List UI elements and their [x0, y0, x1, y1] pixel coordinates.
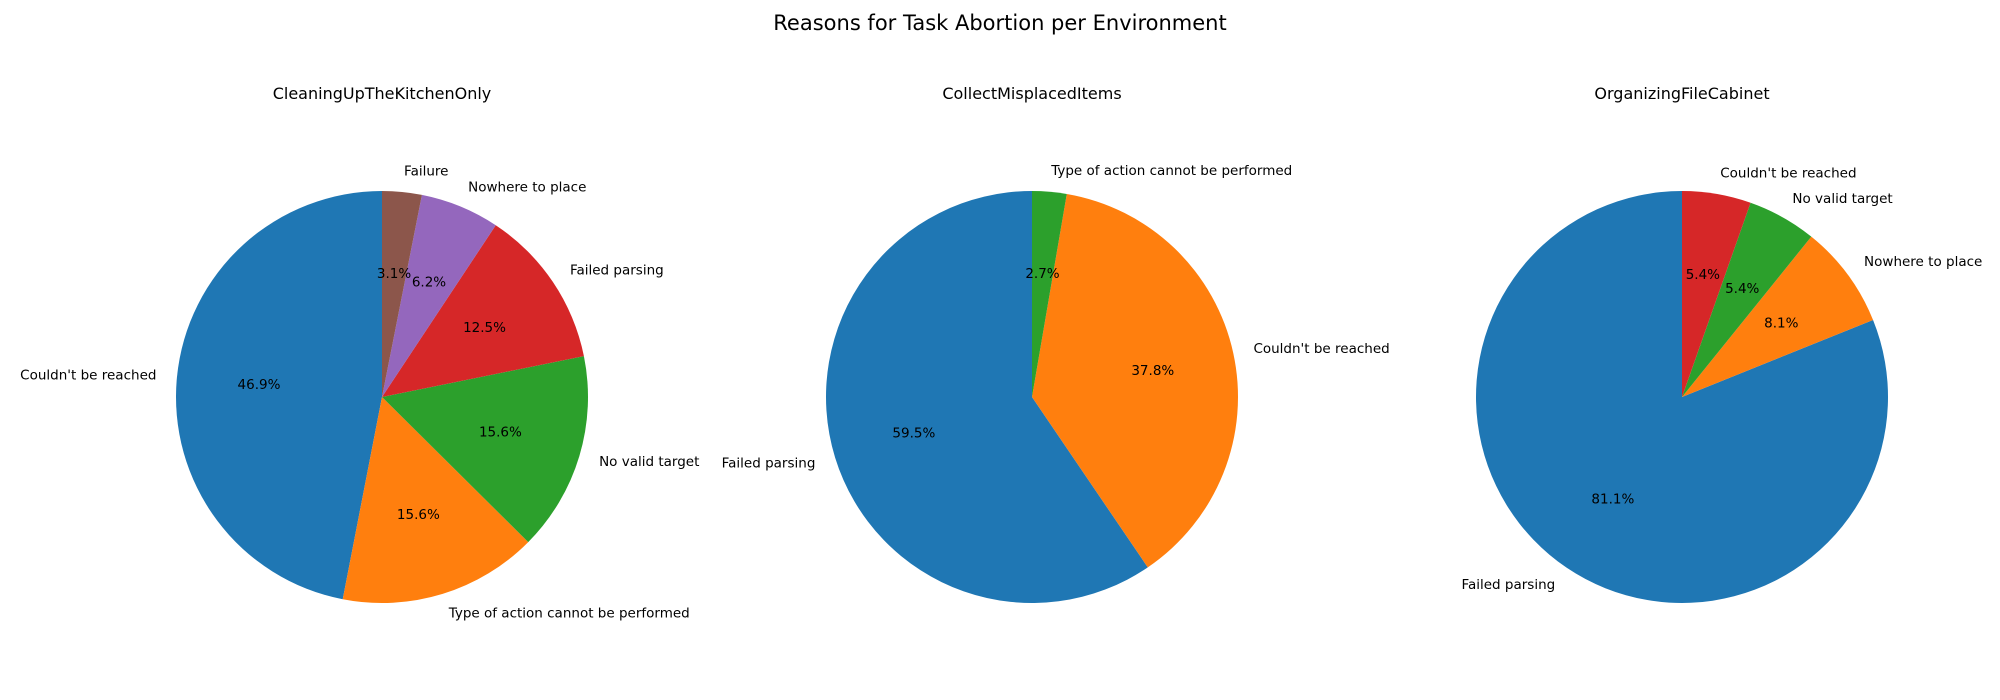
slice-label-type-of-action-cannot-be-performed: Type of action cannot be performed [448, 606, 690, 622]
pie-slice-couldn-t-be-reached [176, 191, 382, 600]
pie-title: OrganizingFileCabinet [1594, 84, 1769, 103]
pie-chart-collect-misplaced-items: CollectMisplacedItems 59.5% Failed parsin… [722, 84, 1390, 604]
percentage-label: 59.5% [892, 425, 935, 441]
pie-slice-couldn-t-be-reached [1682, 191, 1751, 397]
slice-label-nowhere-to-place: Nowhere to place [468, 179, 586, 195]
percentage-label: 5.4% [1725, 281, 1759, 297]
percentage-label: 46.9% [238, 377, 281, 393]
pie-slice-failed-parsing [382, 225, 584, 397]
slice-label-failed-parsing: Failed parsing [722, 456, 816, 472]
pie-slice-no-valid-target [382, 356, 588, 543]
percentage-label: 6.2% [412, 275, 446, 291]
percentage-label: 37.8% [1131, 363, 1174, 379]
percentage-label: 5.4% [1686, 267, 1720, 283]
slice-label-no-valid-target: No valid target [1792, 191, 1892, 207]
percentage-label: 3.1% [377, 266, 411, 282]
pie-slice-type-of-action-cannot-be-performed [342, 397, 529, 604]
slice-label-couldn-t-be-reached: Couldn't be reached [1253, 341, 1389, 357]
percentage-label: 15.6% [479, 424, 522, 440]
pie-title: CollectMisplacedItems [942, 84, 1121, 103]
pie-slice-type-of-action-cannot-be-performed [1032, 191, 1067, 397]
pie-chart-cleaning-up-the-kitchen-only: CleaningUpTheKitchenOnly 46.9% Couldn't b… [20, 84, 699, 622]
pie-chart-organizing-file-cabinet: OrganizingFileCabinet 81.1% Failed parsin… [1461, 84, 1982, 603]
percentage-label: 2.7% [1025, 266, 1059, 282]
slice-label-failure: Failure [404, 163, 448, 179]
pie-slice-failure [382, 191, 422, 397]
slice-label-failed-parsing: Failed parsing [570, 262, 664, 278]
slice-label-couldn-t-be-reached: Couldn't be reached [1720, 166, 1856, 182]
pie-slice-nowhere-to-place [1682, 236, 1874, 397]
pie-slice-couldn-t-be-reached [1032, 193, 1238, 568]
slice-label-nowhere-to-place: Nowhere to place [1864, 254, 1982, 270]
pie-slice-no-valid-target [1682, 202, 1812, 397]
figure-title: Reasons for Task Abortion per Environmen… [773, 11, 1226, 35]
percentage-label: 15.6% [397, 507, 440, 523]
pie-slice-nowhere-to-place [382, 194, 496, 397]
slice-label-type-of-action-cannot-be-performed: Type of action cannot be performed [1050, 163, 1292, 179]
percentage-label: 81.1% [1591, 491, 1634, 507]
percentage-label: 8.1% [1764, 315, 1798, 331]
slice-label-no-valid-target: No valid target [599, 454, 699, 470]
slice-label-failed-parsing: Failed parsing [1461, 577, 1555, 593]
pie-slice-failed-parsing [826, 191, 1148, 604]
slice-label-couldn-t-be-reached: Couldn't be reached [20, 367, 156, 383]
pie-title: CleaningUpTheKitchenOnly [273, 84, 492, 103]
percentage-label: 12.5% [463, 320, 506, 336]
